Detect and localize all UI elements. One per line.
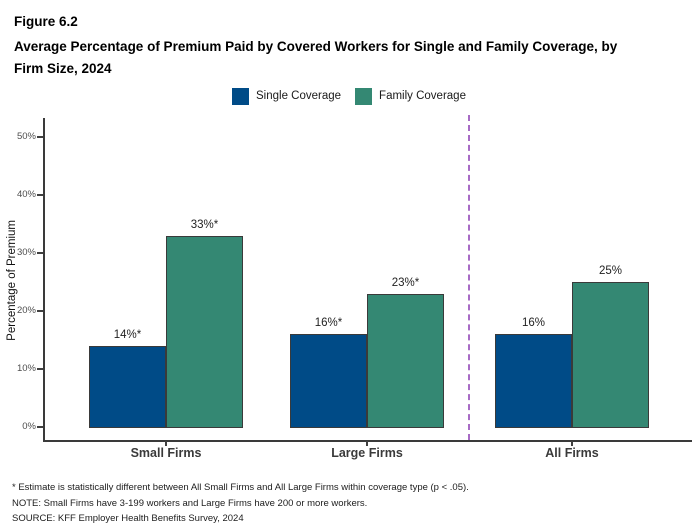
y-tick-mark — [37, 426, 43, 428]
x-tick-mark — [165, 441, 167, 446]
bar-family-coverage-small-firms — [166, 236, 243, 428]
y-tick-label: 10% — [16, 363, 36, 374]
x-category-label: All Firms — [545, 446, 599, 460]
bar-value-label: 25% — [598, 265, 623, 277]
figure-title: Average Percentage of Premium Paid by Co… — [14, 39, 618, 76]
y-tick-label: 30% — [16, 247, 36, 258]
group-divider-dashed-line — [468, 115, 470, 440]
bar-value-label: 14%* — [113, 329, 142, 341]
footnote-source: SOURCE: KFF Employer Health Benefits Sur… — [12, 513, 244, 524]
y-tick-mark — [37, 310, 43, 312]
bar-value-label: 16%* — [314, 317, 343, 329]
y-axis-line — [43, 118, 45, 442]
family-coverage-swatch — [355, 87, 373, 105]
x-category-label: Small Firms — [130, 446, 202, 460]
y-tick-label: 20% — [16, 305, 36, 316]
footnotes: * Estimate is statistically different be… — [12, 480, 692, 525]
bar-single-coverage-small-firms — [89, 346, 166, 428]
legend-item-family-coverage: Family Coverage — [355, 87, 466, 105]
bar-family-coverage-all-firms — [572, 282, 649, 428]
bar-value-label: 16% — [521, 317, 546, 329]
y-tick-label: 50% — [16, 131, 36, 142]
y-tick-mark — [37, 136, 43, 138]
bar-single-coverage-all-firms — [495, 334, 572, 428]
legend-label-family: Family Coverage — [379, 90, 466, 102]
x-tick-mark — [366, 441, 368, 446]
bar-value-label: 33%* — [190, 219, 219, 231]
single-coverage-swatch — [232, 87, 250, 105]
bar-single-coverage-large-firms — [290, 334, 367, 428]
figure-number: Figure 6.2 — [14, 14, 78, 29]
y-tick-label: 40% — [16, 189, 36, 200]
chart-legend: Single Coverage Family Coverage — [0, 86, 698, 106]
x-category-label: Large Firms — [331, 446, 403, 460]
footnote-significance: * Estimate is statistically different be… — [12, 482, 469, 493]
bar-family-coverage-large-firms — [367, 294, 444, 428]
x-tick-mark — [571, 441, 573, 446]
y-tick-mark — [37, 368, 43, 370]
legend-item-single-coverage: Single Coverage — [232, 87, 342, 105]
bar-value-label: 23%* — [391, 277, 420, 289]
legend-label-single: Single Coverage — [256, 90, 342, 102]
y-tick-mark — [37, 252, 43, 254]
y-tick-label: 0% — [22, 421, 36, 432]
y-tick-mark — [37, 194, 43, 196]
footnote-note: NOTE: Small Firms have 3-199 workers and… — [12, 497, 368, 509]
